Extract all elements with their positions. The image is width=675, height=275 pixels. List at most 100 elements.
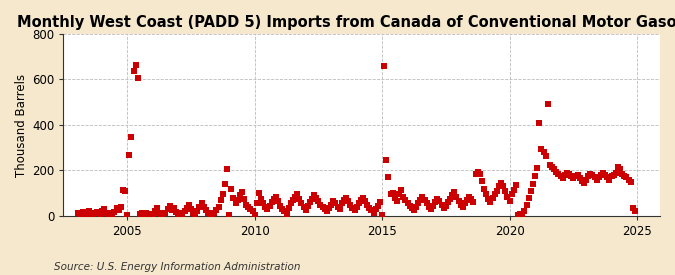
Point bbox=[300, 208, 311, 213]
Point bbox=[408, 208, 419, 213]
Point bbox=[430, 200, 441, 205]
Point bbox=[398, 194, 409, 199]
Point bbox=[536, 147, 547, 151]
Point bbox=[415, 198, 426, 202]
Point bbox=[209, 210, 219, 215]
Point bbox=[445, 197, 456, 201]
Point bbox=[149, 209, 160, 214]
Point bbox=[530, 174, 541, 178]
Point bbox=[547, 165, 558, 169]
Point bbox=[286, 201, 296, 206]
Point bbox=[99, 207, 109, 211]
Point bbox=[495, 181, 506, 185]
Point bbox=[456, 202, 466, 207]
Point bbox=[475, 172, 485, 176]
Point bbox=[296, 201, 306, 206]
Point bbox=[294, 197, 304, 201]
Point bbox=[194, 205, 205, 209]
Point bbox=[111, 206, 122, 210]
Point bbox=[77, 210, 88, 214]
Point bbox=[551, 169, 562, 174]
Point bbox=[84, 209, 95, 214]
Point bbox=[90, 211, 101, 215]
Point bbox=[241, 202, 252, 207]
Point bbox=[192, 209, 202, 213]
Point bbox=[485, 200, 496, 205]
Point bbox=[113, 208, 124, 213]
Point bbox=[513, 213, 524, 217]
Point bbox=[105, 211, 115, 215]
Point bbox=[479, 186, 489, 191]
Point bbox=[612, 165, 623, 169]
Point bbox=[97, 209, 107, 213]
Point bbox=[487, 196, 498, 200]
Point bbox=[306, 197, 317, 201]
Point bbox=[122, 213, 132, 217]
Point bbox=[308, 193, 319, 198]
Point bbox=[251, 201, 262, 206]
Point bbox=[525, 189, 536, 193]
Point bbox=[134, 212, 145, 216]
Point bbox=[109, 210, 120, 214]
Point bbox=[373, 204, 383, 208]
Point bbox=[275, 204, 286, 208]
Point bbox=[341, 196, 352, 200]
Point bbox=[619, 174, 630, 178]
Point bbox=[615, 167, 626, 172]
Point bbox=[491, 189, 502, 193]
Point bbox=[436, 202, 447, 207]
Point bbox=[336, 201, 347, 206]
Point bbox=[130, 62, 141, 67]
Point bbox=[521, 202, 532, 207]
Point bbox=[196, 201, 207, 206]
Point bbox=[332, 205, 343, 209]
Point bbox=[506, 192, 517, 197]
Point bbox=[438, 206, 449, 210]
Point bbox=[82, 213, 92, 218]
Point bbox=[353, 201, 364, 206]
Point bbox=[256, 197, 267, 201]
Point bbox=[627, 206, 638, 210]
Point bbox=[481, 192, 491, 197]
Point bbox=[281, 212, 292, 216]
Point bbox=[304, 200, 315, 205]
Point bbox=[402, 201, 413, 206]
Point bbox=[580, 177, 591, 182]
Point bbox=[162, 207, 173, 211]
Point bbox=[141, 211, 152, 215]
Point bbox=[410, 205, 421, 209]
Point bbox=[164, 204, 175, 208]
Point bbox=[510, 183, 521, 188]
Point bbox=[396, 188, 406, 192]
Point bbox=[115, 205, 126, 209]
Point bbox=[119, 189, 130, 194]
Point bbox=[117, 188, 128, 192]
Point bbox=[334, 207, 345, 211]
Point bbox=[406, 206, 417, 210]
Point bbox=[585, 172, 596, 176]
Point bbox=[230, 201, 241, 206]
Point bbox=[593, 175, 604, 180]
Point bbox=[88, 213, 99, 217]
Point bbox=[364, 206, 375, 210]
Point bbox=[443, 200, 454, 205]
Point bbox=[360, 199, 371, 204]
Point bbox=[167, 208, 178, 213]
Point bbox=[86, 212, 97, 216]
Point bbox=[343, 199, 354, 204]
Point bbox=[249, 213, 260, 217]
Point bbox=[498, 184, 509, 189]
Point bbox=[323, 206, 334, 210]
Point bbox=[428, 204, 439, 208]
Point bbox=[243, 205, 254, 209]
Point bbox=[345, 202, 356, 207]
Point bbox=[128, 69, 139, 74]
Point bbox=[236, 190, 247, 194]
Point bbox=[177, 213, 188, 217]
Point bbox=[578, 181, 589, 185]
Point bbox=[371, 207, 381, 211]
Point bbox=[460, 201, 470, 206]
Point bbox=[528, 182, 539, 186]
Point bbox=[290, 194, 300, 199]
Point bbox=[158, 212, 169, 216]
